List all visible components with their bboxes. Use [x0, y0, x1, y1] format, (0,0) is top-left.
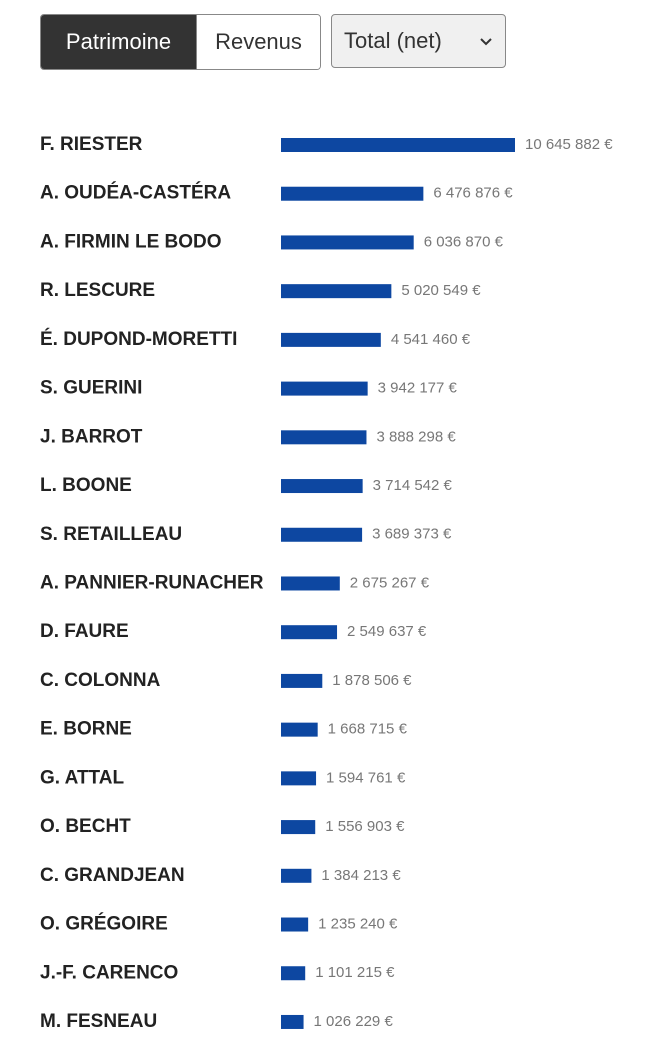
bar [281, 722, 318, 737]
category-label: S. RETAILLEAU [40, 524, 182, 545]
value-label: 1 026 229 € [314, 1013, 394, 1030]
tab[interactable]: Revenus [196, 15, 320, 69]
category-label: O. BECHT [40, 816, 131, 837]
value-label: 1 101 215 € [315, 964, 395, 981]
bar [281, 479, 363, 494]
bar [281, 381, 368, 396]
bar [281, 576, 340, 591]
category-label: O. GRÉGOIRE [40, 913, 168, 935]
category-label: J. BARROT [40, 426, 143, 447]
bar [281, 771, 317, 786]
category-label: J.-F. CARENCO [40, 962, 178, 983]
value-label: 1 384 213 € [321, 867, 401, 884]
category-label: A. FIRMIN LE BODO [40, 231, 222, 252]
value-label: 1 594 761 € [326, 769, 406, 786]
category-label: R. LESCURE [40, 280, 155, 301]
value-label: 6 476 876 € [433, 185, 513, 202]
bar [281, 625, 338, 640]
category-label: M. FESNEAU [40, 1011, 157, 1032]
bar [281, 820, 316, 835]
bar [281, 868, 312, 883]
category-label: A. OUDÉA-CASTÉRA [40, 182, 231, 204]
value-label: 6 036 870 € [424, 233, 504, 250]
category-label: C. COLONNA [40, 670, 161, 691]
value-label: 1 668 715 € [328, 721, 408, 738]
value-label: 3 888 298 € [376, 428, 456, 445]
category-label: É. DUPOND-MORETTI [40, 328, 237, 350]
value-label: 10 645 882 € [525, 136, 613, 153]
value-label: 3 942 177 € [378, 380, 458, 397]
value-label: 2 549 637 € [347, 623, 427, 640]
bar [281, 284, 392, 299]
bar [281, 186, 424, 201]
category-label: S. GUERINI [40, 378, 142, 399]
category-label: L. BOONE [40, 475, 132, 496]
bar [281, 527, 363, 542]
value-label: 1 878 506 € [332, 672, 412, 689]
bar [281, 1014, 304, 1029]
select-value: Total (net) [344, 28, 442, 53]
value-label: 1 235 240 € [318, 915, 398, 932]
value-label: 3 689 373 € [372, 526, 452, 543]
category-label: F. RIESTER [40, 134, 143, 155]
bar [281, 430, 367, 445]
bar [281, 917, 309, 932]
tab[interactable]: Patrimoine [41, 15, 196, 69]
bar [281, 332, 381, 347]
value-label: 2 675 267 € [350, 574, 430, 591]
bar [281, 966, 306, 981]
value-label: 4 541 460 € [391, 331, 471, 348]
bar [281, 138, 515, 152]
category-label: D. FAURE [40, 621, 129, 642]
tab-group: Patrimoine Revenus [40, 14, 321, 70]
category-label: E. BORNE [40, 719, 132, 740]
bar [281, 235, 414, 250]
category-label: A. PANNIER-RUNACHER [40, 572, 264, 593]
category-label: G. ATTAL [40, 767, 124, 788]
select[interactable]: Total (net) [331, 14, 506, 68]
chevron-icon [480, 38, 492, 46]
value-label: 3 714 542 € [373, 477, 453, 494]
value-label: 1 556 903 € [325, 818, 405, 835]
bar [281, 673, 323, 688]
value-label: 5 020 549 € [401, 282, 481, 299]
category-label: C. GRANDJEAN [40, 865, 185, 886]
